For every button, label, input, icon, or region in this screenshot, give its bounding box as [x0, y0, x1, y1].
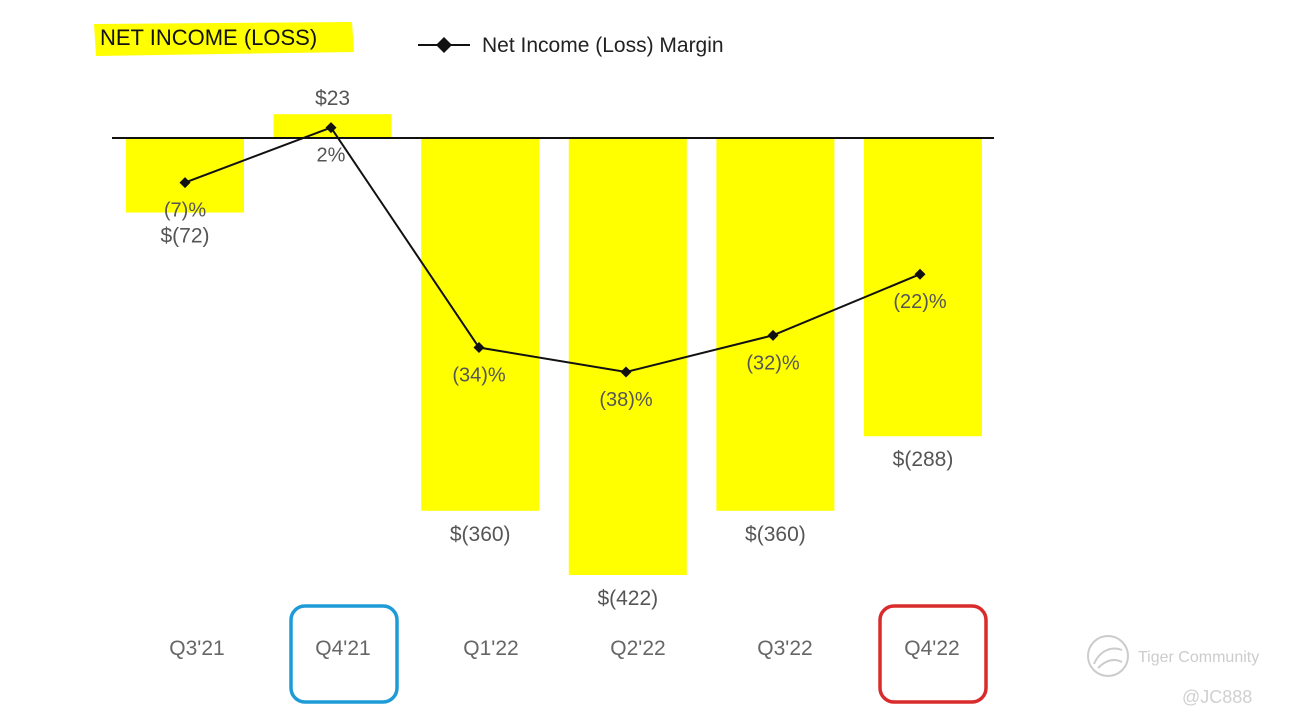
chart-title-group: NET INCOME (LOSS) [94, 22, 354, 56]
chart-title: NET INCOME (LOSS) [100, 25, 317, 50]
category-label-q1-22: Q1'22 [463, 637, 518, 660]
category-label-q4-21: Q4'21 [315, 637, 370, 660]
bar-value-labels: $(72) $23 $(360) $(422) $(360) $(288) [160, 87, 953, 610]
title-highlight [94, 22, 354, 56]
margin-line-series [179, 122, 926, 378]
category-axis-labels: Q3'21 Q4'21 Q1'22 Q2'22 Q3'22 Q4'22 [169, 637, 959, 660]
margin-point-q3-22 [767, 329, 779, 341]
watermark: Tiger Community @JC888 [1087, 635, 1259, 707]
bars [126, 114, 982, 575]
margin-point-q4-22 [914, 268, 926, 280]
margin-label-q1-22: (34)% [452, 365, 506, 387]
margin-line [184, 126, 921, 374]
margin-label-q3-22: (32)% [746, 352, 800, 374]
margin-labels: (7)% 2% (34)% (38)% (32)% (22)% [164, 145, 947, 411]
bar-value-label-q1-22: $(360) [450, 523, 511, 546]
bar-value-label-q4-22: $(288) [893, 448, 954, 471]
legend-diamond-icon [436, 37, 452, 53]
bar-q3-22 [716, 138, 835, 511]
watermark-handle: @JC888 [1182, 687, 1252, 707]
highlight-box-q4-21 [289, 604, 399, 704]
legend-label-margin: Net Income (Loss) Margin [482, 34, 724, 57]
bar-value-label-q4-21: $23 [315, 87, 350, 110]
category-label-q2-22: Q2'22 [610, 637, 665, 660]
margin-label-q4-21: 2% [317, 145, 346, 167]
category-highlights [289, 604, 988, 704]
bar-value-label-q3-21: $(72) [160, 225, 209, 248]
margin-label-q3-21: (7)% [164, 200, 206, 222]
tiger-community-logo-icon [1087, 635, 1129, 677]
bar-value-label-q2-22: $(422) [597, 587, 658, 610]
category-label-q3-21: Q3'21 [169, 637, 224, 660]
margin-point-q1-22 [473, 342, 485, 354]
legend: Net Income (Loss) Margin [418, 34, 724, 57]
bar-value-label-q3-22: $(360) [745, 523, 806, 546]
bar-q4-22 [864, 138, 982, 437]
bar-q1-22 [421, 138, 540, 511]
margin-point-q3-21 [179, 177, 191, 189]
margin-point-q4-21 [325, 122, 337, 134]
watermark-brand: Tiger Community [1138, 649, 1259, 666]
margin-label-q4-22: (22)% [893, 291, 947, 313]
category-label-q3-22: Q3'22 [757, 637, 812, 660]
bar-q3-21 [126, 138, 244, 213]
highlight-box-q4-22 [878, 604, 988, 704]
margin-point-q2-22 [620, 366, 632, 378]
bar-q2-22 [568, 138, 687, 575]
margin-label-q2-22: (38)% [599, 389, 653, 411]
category-label-q4-22: Q4'22 [904, 637, 959, 660]
